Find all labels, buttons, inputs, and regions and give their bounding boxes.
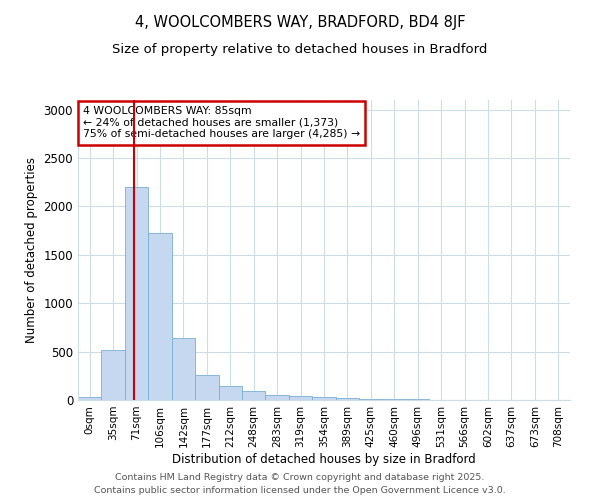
Text: Size of property relative to detached houses in Bradford: Size of property relative to detached ho… xyxy=(112,42,488,56)
Y-axis label: Number of detached properties: Number of detached properties xyxy=(25,157,38,343)
Text: 4, WOOLCOMBERS WAY, BRADFORD, BD4 8JF: 4, WOOLCOMBERS WAY, BRADFORD, BD4 8JF xyxy=(135,15,465,30)
X-axis label: Distribution of detached houses by size in Bradford: Distribution of detached houses by size … xyxy=(172,452,476,466)
Text: 4 WOOLCOMBERS WAY: 85sqm
← 24% of detached houses are smaller (1,373)
75% of sem: 4 WOOLCOMBERS WAY: 85sqm ← 24% of detach… xyxy=(83,106,360,139)
Bar xyxy=(78,397,101,400)
Bar xyxy=(148,232,172,400)
Bar xyxy=(101,350,125,400)
Text: Contains HM Land Registry data © Crown copyright and database right 2025.
Contai: Contains HM Land Registry data © Crown c… xyxy=(94,473,506,495)
Bar xyxy=(218,386,242,400)
Bar xyxy=(265,395,289,400)
Bar xyxy=(289,396,312,400)
Bar xyxy=(336,398,359,400)
Bar xyxy=(242,392,265,400)
Bar xyxy=(195,375,218,400)
Bar xyxy=(359,398,383,400)
Bar xyxy=(406,399,430,400)
Bar xyxy=(172,338,195,400)
Bar xyxy=(125,187,148,400)
Bar xyxy=(312,397,336,400)
Bar xyxy=(383,399,406,400)
